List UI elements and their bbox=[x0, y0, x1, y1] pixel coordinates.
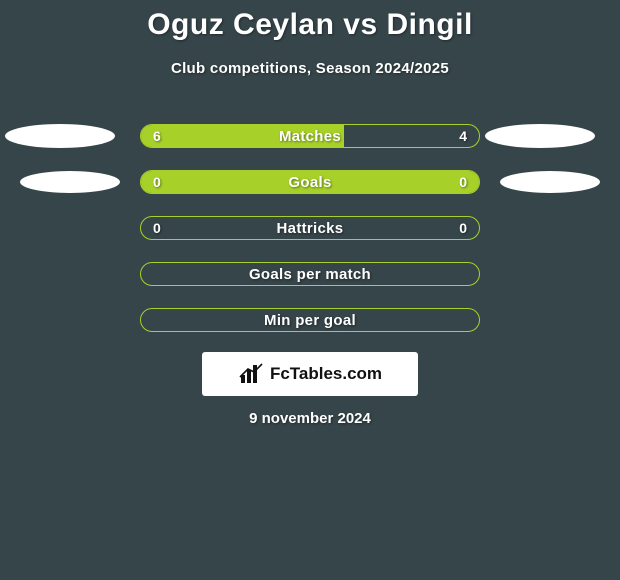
stat-label: Hattricks bbox=[141, 217, 479, 239]
stat-value-left: 0 bbox=[153, 217, 161, 239]
stat-row: Goals0 0 bbox=[0, 156, 620, 202]
stat-row: Goals per match bbox=[0, 248, 620, 294]
stat-value-left: 6 bbox=[153, 125, 161, 147]
stat-value-right: 0 bbox=[459, 217, 467, 239]
page-title: Oguz Ceylan vs Dingil bbox=[0, 0, 620, 42]
stat-bar: Goals per match bbox=[140, 262, 480, 286]
stat-row: Min per goal bbox=[0, 294, 620, 340]
logo-text: FcTables.com bbox=[270, 364, 382, 384]
stat-bar: Min per goal bbox=[140, 308, 480, 332]
subtitle: Club competitions, Season 2024/2025 bbox=[0, 60, 620, 77]
date-text: 9 november 2024 bbox=[0, 410, 620, 427]
stat-bar: Goals0 0 bbox=[140, 170, 480, 194]
stat-value-right: 0 bbox=[459, 171, 467, 193]
magnitude-oval bbox=[20, 171, 120, 193]
stat-label: Min per goal bbox=[141, 309, 479, 331]
stat-label: Goals bbox=[141, 171, 479, 193]
stat-value-left: 0 bbox=[153, 171, 161, 193]
comparison-chart: Matches64Goals00Hattricks00Goals per mat… bbox=[0, 110, 620, 340]
stat-bar: Hattricks0 0 bbox=[140, 216, 480, 240]
stat-bar: Matches6 4 bbox=[140, 124, 480, 148]
stat-row: Matches6 4 bbox=[0, 110, 620, 156]
stat-value-right: 4 bbox=[459, 125, 467, 147]
stat-label: Matches bbox=[141, 125, 479, 147]
stat-label: Goals per match bbox=[141, 263, 479, 285]
magnitude-oval bbox=[485, 124, 595, 148]
logo-box: FcTables.com bbox=[202, 352, 418, 396]
stat-row: Hattricks0 0 bbox=[0, 202, 620, 248]
magnitude-oval bbox=[5, 124, 115, 148]
magnitude-oval bbox=[500, 171, 600, 193]
bar-chart-icon bbox=[238, 363, 264, 385]
